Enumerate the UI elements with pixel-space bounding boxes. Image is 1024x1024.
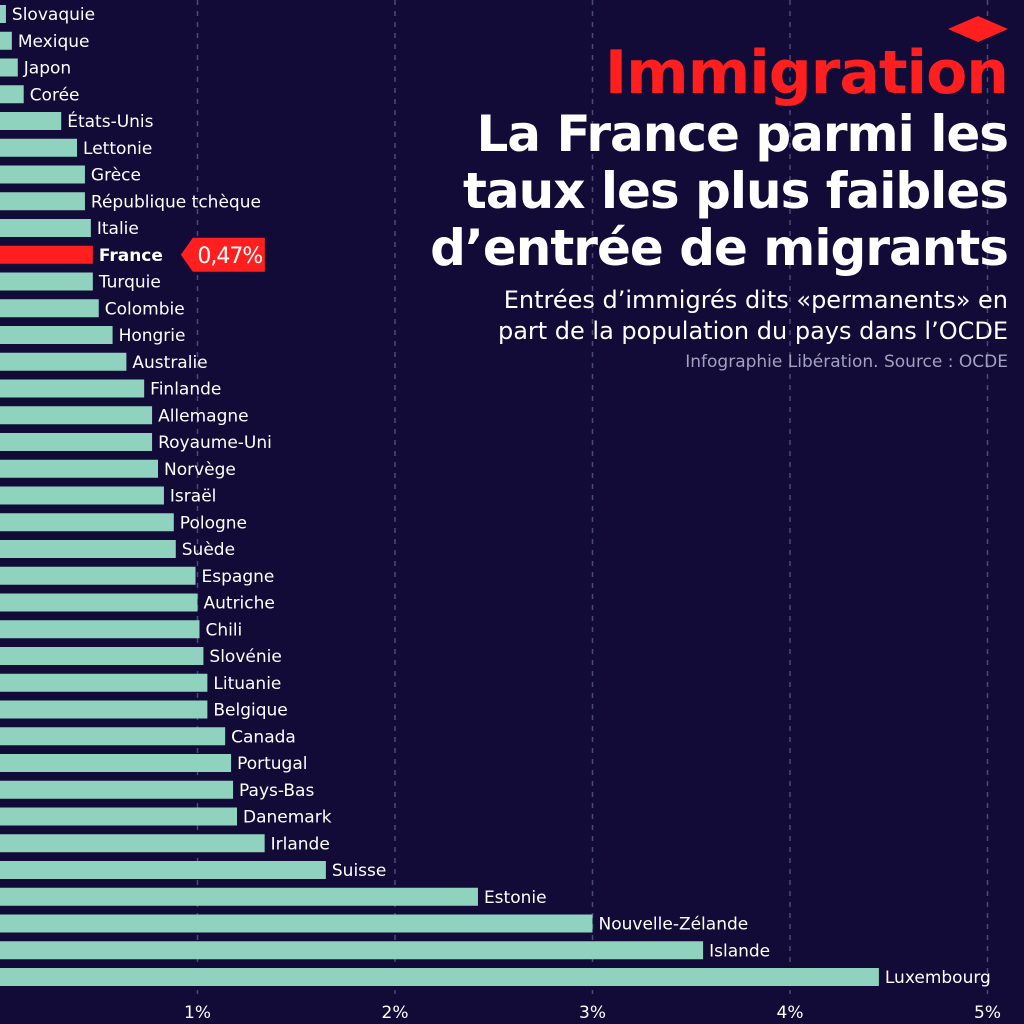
title-line: La France parmi les bbox=[476, 105, 1009, 163]
bar bbox=[0, 780, 234, 799]
bar bbox=[0, 941, 704, 960]
bar bbox=[0, 834, 265, 853]
category-label: Allemagne bbox=[158, 406, 249, 426]
x-tick-label: 1% bbox=[184, 1003, 211, 1023]
subtitle-line: part de la population du pays dans l’OCD… bbox=[497, 317, 1008, 345]
category-label: Espagne bbox=[202, 567, 275, 587]
highlight-value-badge bbox=[180, 237, 265, 272]
liberation-logo-icon bbox=[948, 16, 1008, 42]
bar bbox=[0, 138, 78, 157]
data-label: 0,47% bbox=[197, 244, 262, 269]
bar bbox=[0, 433, 153, 451]
category-label: Hongrie bbox=[119, 326, 186, 346]
category-label: Suède bbox=[182, 540, 235, 560]
category-label: Royaume-Uni bbox=[158, 433, 272, 453]
category-label: République tchèque bbox=[91, 192, 261, 212]
bar bbox=[0, 352, 127, 371]
bar bbox=[0, 245, 93, 264]
bar bbox=[0, 620, 200, 639]
bar bbox=[0, 700, 208, 719]
bar bbox=[0, 914, 593, 933]
category-label: Lettonie bbox=[83, 139, 152, 159]
bar bbox=[0, 486, 164, 505]
subtitle: Entrées d’immigrés dits «permanents» en … bbox=[498, 285, 1008, 347]
page-title: La France parmi les taux les plus faible… bbox=[430, 105, 1009, 277]
category-label: Finlande bbox=[150, 380, 221, 400]
bar bbox=[0, 85, 24, 104]
bar bbox=[0, 887, 478, 906]
category-label: Chili bbox=[205, 620, 242, 640]
bar bbox=[0, 593, 198, 612]
source-credit: Infographie Libération. Source : OCDE bbox=[685, 352, 1008, 372]
category-label: États-Unis bbox=[67, 110, 153, 132]
bar bbox=[0, 459, 158, 478]
bar bbox=[0, 299, 99, 318]
title-line: d’entrée de migrants bbox=[430, 219, 1009, 277]
bar bbox=[0, 540, 176, 558]
bar bbox=[0, 861, 326, 879]
category-label: Irlande bbox=[271, 834, 330, 854]
category-label: Norvège bbox=[164, 460, 236, 480]
category-label: Grèce bbox=[91, 166, 141, 186]
category-label: Portugal bbox=[237, 754, 307, 774]
category-label: Pologne bbox=[180, 513, 247, 533]
bar bbox=[0, 807, 237, 826]
category-label: Corée bbox=[30, 85, 80, 105]
category-label: Lituanie bbox=[213, 674, 281, 694]
category-label: Autriche bbox=[204, 594, 275, 614]
bar bbox=[0, 219, 91, 237]
category-label: Israël bbox=[170, 487, 216, 507]
category-label: Canada bbox=[231, 727, 296, 747]
category-label: Pays-Bas bbox=[239, 781, 314, 801]
category-label: Colombie bbox=[105, 299, 185, 319]
title-line: taux les plus faibles bbox=[462, 162, 1009, 220]
bar bbox=[0, 647, 204, 665]
bar bbox=[0, 272, 93, 291]
x-tick-label: 2% bbox=[382, 1003, 409, 1023]
category-label: Turquie bbox=[98, 273, 161, 293]
bar bbox=[0, 58, 18, 77]
category-label: Danemark bbox=[243, 808, 332, 828]
category-label: Mexique bbox=[18, 32, 90, 52]
category-label: Estonie bbox=[484, 888, 547, 908]
x-tick-label: 5% bbox=[974, 1003, 1001, 1023]
bar bbox=[0, 968, 879, 986]
category-label: France bbox=[99, 246, 163, 266]
bar bbox=[0, 566, 196, 585]
category-label: Italie bbox=[97, 219, 139, 239]
category-label: Australie bbox=[132, 353, 207, 373]
bar bbox=[0, 31, 12, 50]
bar bbox=[0, 192, 85, 211]
bar bbox=[0, 727, 226, 746]
bar bbox=[0, 112, 62, 130]
category-label: Suisse bbox=[332, 861, 386, 881]
bar bbox=[0, 406, 153, 425]
category-label: Islande bbox=[709, 941, 770, 961]
bar bbox=[0, 379, 145, 398]
category-label: Slovénie bbox=[209, 647, 281, 667]
category-label: Nouvelle-Zélande bbox=[599, 915, 749, 935]
bar bbox=[0, 513, 174, 532]
category-label: Luxembourg bbox=[885, 968, 991, 988]
bar bbox=[0, 754, 232, 772]
bar bbox=[0, 326, 113, 344]
bar bbox=[0, 673, 208, 692]
x-tick-label: 3% bbox=[579, 1003, 606, 1023]
subtitle-line: Entrées d’immigrés dits «permanents» en bbox=[503, 286, 1008, 314]
category-label: Japon bbox=[23, 59, 71, 79]
category-label: Belgique bbox=[213, 701, 287, 721]
kicker-title: Immigration bbox=[604, 38, 1009, 108]
bar bbox=[0, 165, 85, 184]
bar bbox=[0, 5, 6, 23]
category-label: Slovaquie bbox=[12, 5, 95, 25]
x-tick-label: 4% bbox=[777, 1003, 804, 1023]
